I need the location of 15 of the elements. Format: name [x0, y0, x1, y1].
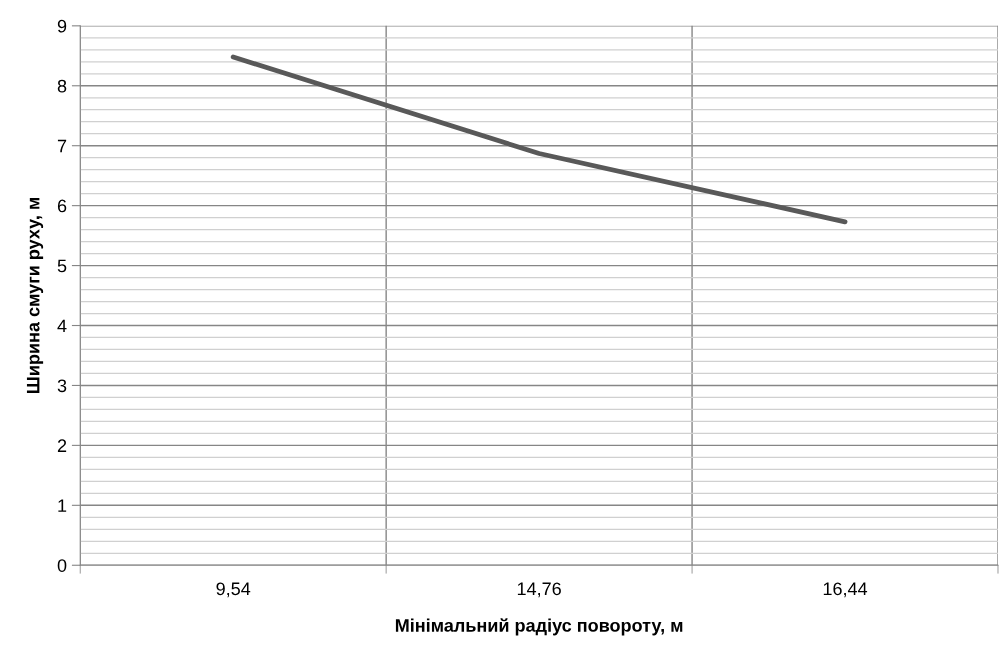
y-tick-label: 8 [57, 79, 67, 93]
y-axis-title: Ширина смуги руху, м [26, 198, 44, 394]
y-tick-label: 0 [57, 559, 67, 572]
y-tick-label: 2 [57, 439, 67, 452]
x-axis-title: Мінімальний радіус повороту, м [395, 618, 683, 636]
y-tick-label: 3 [57, 379, 67, 393]
x-tick-label: 9,54 [216, 582, 251, 598]
y-tick-label: 6 [57, 199, 67, 213]
y-tick-label: 5 [57, 259, 67, 273]
y-tick-label: 1 [58, 499, 67, 512]
x-tick-label: 16,44 [823, 582, 868, 598]
x-tick-label: 14,76 [517, 582, 561, 598]
y-tick-label: 9 [57, 19, 67, 33]
y-tick-label: 7 [57, 139, 67, 153]
y-tick-label: 4 [57, 319, 67, 333]
